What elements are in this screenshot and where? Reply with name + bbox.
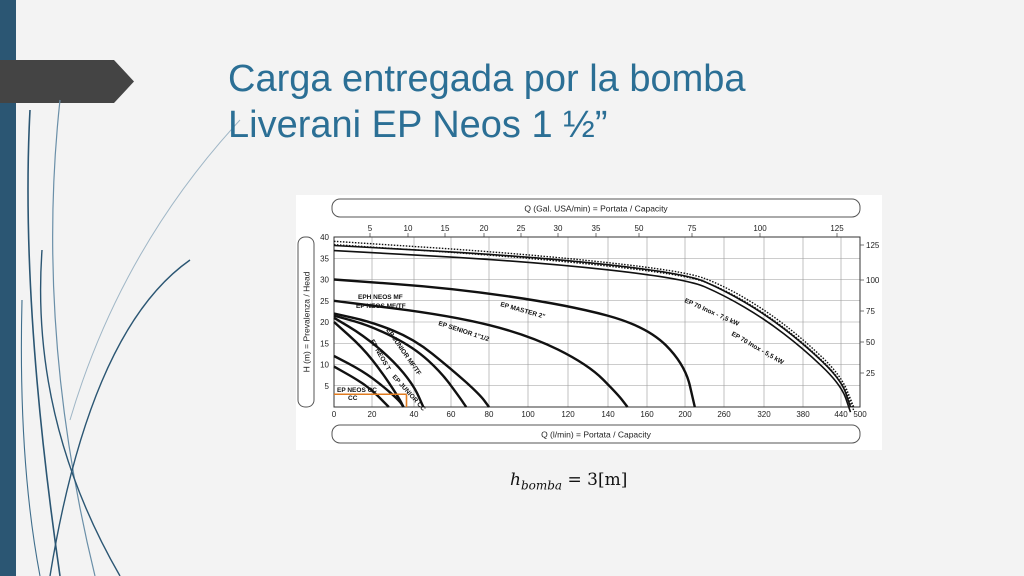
curve-line bbox=[333, 316, 425, 408]
formula-lhs: h bbox=[510, 470, 521, 490]
series-label-suffix: CC bbox=[348, 395, 358, 402]
y-tick-label: 25 bbox=[320, 297, 329, 306]
top-tick-label: 20 bbox=[480, 224, 489, 233]
x-axis-label: Q (l/min) = Portata / Capacity bbox=[541, 430, 652, 440]
top-tick-label: 30 bbox=[554, 224, 563, 233]
series-label: EP 70 Inox - 5,5 kW bbox=[730, 331, 785, 367]
title-marker-tab bbox=[0, 60, 134, 103]
y-tick-label: 5 bbox=[325, 382, 330, 391]
curve-line bbox=[333, 244, 852, 408]
curve-line bbox=[333, 249, 852, 413]
curve-line bbox=[333, 354, 405, 408]
x-tick-label: 440 bbox=[834, 410, 848, 419]
x-tick-label: 60 bbox=[447, 410, 456, 419]
curve-line bbox=[333, 299, 629, 408]
series-label: EP NEOS MF/TF bbox=[356, 303, 406, 310]
top-tick-label: 50 bbox=[635, 224, 644, 233]
x-tick-label: 120 bbox=[561, 410, 575, 419]
slide-title-line-2: Liverani EP Neos 1 ½” bbox=[228, 104, 608, 146]
top-tick-label: 35 bbox=[592, 224, 601, 233]
y-tick-label: 20 bbox=[320, 318, 329, 327]
x-tick-label: 40 bbox=[410, 410, 419, 419]
top-axis-banner bbox=[331, 198, 861, 218]
x-tick-label: 80 bbox=[485, 410, 494, 419]
curve-line bbox=[333, 314, 468, 408]
series-label: EP NEOS CC bbox=[337, 387, 377, 394]
formula-subscript: bomba bbox=[520, 478, 563, 493]
right-tick-label: 100 bbox=[866, 276, 880, 285]
y-tick-label: 40 bbox=[320, 233, 329, 242]
right-tick-label: 125 bbox=[866, 241, 880, 250]
y-tick-label: 15 bbox=[320, 339, 329, 348]
formula-rhs: = 3[m] bbox=[562, 470, 628, 490]
x-tick-label: 20 bbox=[368, 410, 377, 419]
x-tick-label: 200 bbox=[678, 410, 692, 419]
curve-line bbox=[333, 312, 490, 408]
top-axis-title: Q (Gal. USA/min) = Portata / Capacity bbox=[524, 204, 668, 214]
x-tick-label: 160 bbox=[640, 410, 654, 419]
y-tick-label: 35 bbox=[320, 254, 329, 263]
right-tick-label: 25 bbox=[866, 369, 875, 378]
left-axis-banner bbox=[297, 236, 315, 408]
series-label: EPH NEOS MF bbox=[358, 294, 403, 301]
y-tick-label: 30 bbox=[320, 276, 329, 285]
x-tick-label: 100 bbox=[521, 410, 535, 419]
pump-curve-svg: Q (Gal. USA/min) = Portata / Capacity Q (… bbox=[297, 198, 880, 444]
y-axis-label: H (m) = Prevalenza / Head bbox=[302, 271, 312, 372]
top-tick-label: 25 bbox=[517, 224, 526, 233]
slide-title-line-1: Carga entregada por la bomba bbox=[228, 58, 746, 100]
series-label: EP MASTER 2” bbox=[499, 301, 546, 321]
right-tick-label: 75 bbox=[866, 307, 875, 316]
top-tick-label: 125 bbox=[830, 224, 844, 233]
bottom-axis-banner bbox=[331, 424, 861, 444]
decorative-curves bbox=[20, 99, 241, 576]
top-tick-label: 10 bbox=[404, 224, 413, 233]
x-tick-label: 0 bbox=[332, 410, 337, 419]
top-tick-label: 75 bbox=[688, 224, 697, 233]
x-tick-label: 260 bbox=[717, 410, 731, 419]
x-tick-label: 320 bbox=[757, 410, 771, 419]
x-tick-label: 140 bbox=[601, 410, 615, 419]
x-tick-label: 500 bbox=[853, 410, 867, 419]
top-tick-label: 5 bbox=[368, 224, 373, 233]
pump-curve-chart: Q (Gal. USA/min) = Portata / Capacity Q (… bbox=[296, 195, 882, 450]
curve-line bbox=[333, 240, 855, 408]
y-tick-label: 10 bbox=[320, 361, 329, 370]
top-tick-label: 100 bbox=[753, 224, 767, 233]
pump-head-formula: hbomba = 3[m] bbox=[510, 470, 627, 492]
top-tick-label: 15 bbox=[441, 224, 450, 233]
series-label: EP 70 Inox - 7,5 kW bbox=[683, 297, 741, 328]
curve-line bbox=[333, 278, 696, 408]
curve-line bbox=[333, 365, 390, 408]
x-tick-label: 380 bbox=[796, 410, 810, 419]
accent-bar bbox=[0, 0, 16, 576]
right-tick-label: 50 bbox=[866, 338, 875, 347]
slide-title: Carga entregada por la bomba Liverani EP… bbox=[228, 56, 988, 148]
